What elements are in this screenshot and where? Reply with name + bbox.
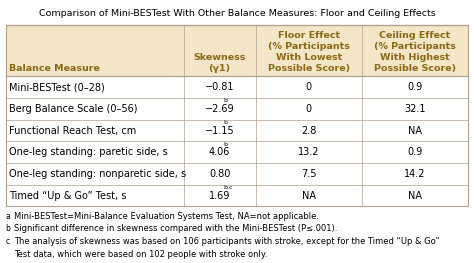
Text: b,c: b,c [224,185,233,190]
Text: One-leg standing: paretic side, s: One-leg standing: paretic side, s [9,147,168,157]
Text: Mini-BESTest (0–28): Mini-BESTest (0–28) [9,82,105,92]
Text: b: b [224,98,228,103]
Text: 2.8: 2.8 [301,125,316,135]
Text: 0.9: 0.9 [408,147,423,157]
Text: b: b [224,142,228,147]
Text: 0.9: 0.9 [408,82,423,92]
Bar [6,25,468,206]
Text: −2.69: −2.69 [205,104,235,114]
Text: b: b [224,120,228,125]
Text: Timed “Up & Go” Test, s: Timed “Up & Go” Test, s [9,191,127,201]
Text: Functional Reach Test, cm: Functional Reach Test, cm [9,125,137,135]
Text: 32.1: 32.1 [404,104,426,114]
Text: −0.81: −0.81 [205,82,235,92]
Text: −1.15: −1.15 [205,125,235,135]
Text: 14.2: 14.2 [404,169,426,179]
Text: Balance Measure: Balance Measure [9,64,100,73]
Text: 0: 0 [306,104,312,114]
Text: a: a [6,212,10,221]
Text: Skewness
(γ1): Skewness (γ1) [193,53,246,73]
Text: Ceiling Effect
(% Participants
With Highest
Possible Score): Ceiling Effect (% Participants With High… [374,31,456,73]
Bar [6,25,468,76]
Text: Comparison of Mini-BESTest With Other Balance Measures: Floor and Ceiling Effect: Comparison of Mini-BESTest With Other Ba… [38,9,436,18]
Text: Floor Effect
(% Participants
With Lowest
Possible Score): Floor Effect (% Participants With Lowest… [268,31,350,73]
Text: b: b [6,224,10,233]
Text: NA: NA [408,125,422,135]
Text: 1.69: 1.69 [209,191,230,201]
Text: One-leg standing: nonparetic side, s: One-leg standing: nonparetic side, s [9,169,187,179]
Text: NA: NA [408,191,422,201]
Text: NA: NA [302,191,316,201]
Text: 4.06: 4.06 [209,147,230,157]
Text: Berg Balance Scale (0–56): Berg Balance Scale (0–56) [9,104,138,114]
Text: Mini-BESTest=Mini-Balance Evaluation Systems Test, NA=not applicable.: Mini-BESTest=Mini-Balance Evaluation Sys… [14,212,319,221]
Text: 13.2: 13.2 [298,147,319,157]
Text: The analysis of skewness was based on 106 participants with stroke, except for t: The analysis of skewness was based on 10… [14,237,440,246]
Text: 7.5: 7.5 [301,169,317,179]
Text: Test data, which were based on 102 people with stroke only.: Test data, which were based on 102 peopl… [14,250,267,259]
Text: c: c [6,237,10,246]
Text: 0.80: 0.80 [209,169,230,179]
Text: Significant difference in skewness compared with the Mini-BESTest (P≤.001).: Significant difference in skewness compa… [14,224,337,233]
Text: 0: 0 [306,82,312,92]
